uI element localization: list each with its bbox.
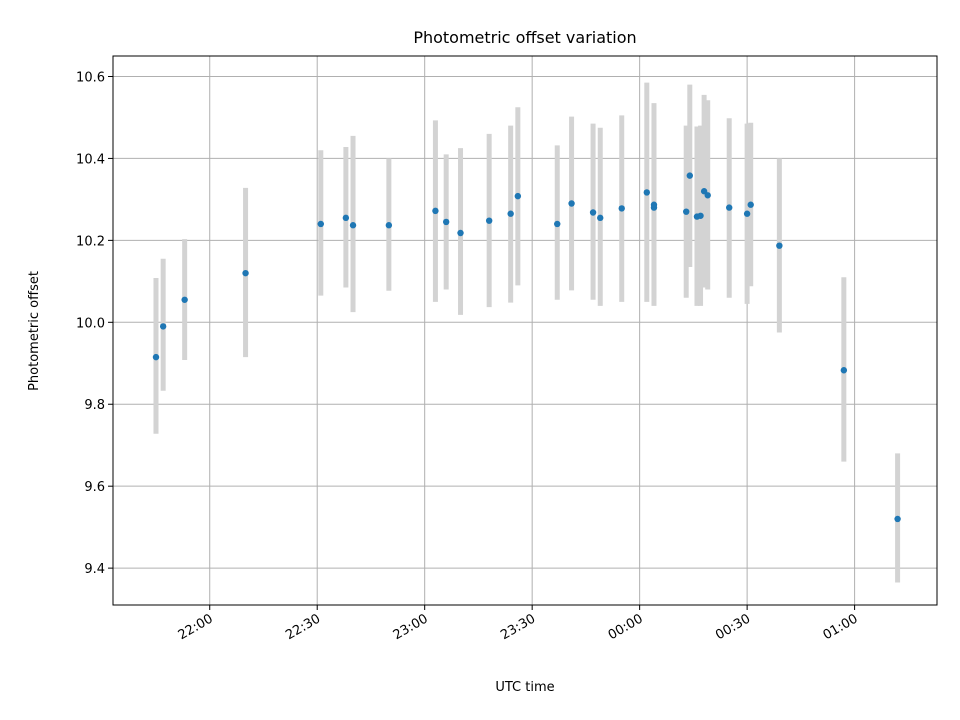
y-tick-label: 10.4 [76, 152, 105, 167]
data-point [181, 296, 188, 303]
y-axis-ticks: 9.4 9.6 9.8 10.0 10.2 10.4 10.6 [76, 70, 113, 577]
data-point [342, 214, 350, 222]
plot-frame [112, 55, 938, 606]
data-point [840, 367, 848, 374]
y-tick-label: 10.2 [76, 234, 105, 249]
data-point [385, 222, 393, 229]
data-point [159, 323, 167, 330]
data-point [152, 353, 160, 361]
y-tick-label: 9.6 [84, 480, 105, 495]
y-tick-label: 10.0 [76, 316, 105, 331]
data-points [152, 172, 901, 523]
data-point [514, 192, 522, 200]
data-point [242, 269, 249, 277]
data-point [597, 214, 604, 222]
y-tick-label: 9.4 [84, 562, 105, 577]
data-point [686, 172, 693, 179]
data-point [747, 201, 754, 208]
data-point [442, 218, 450, 226]
data-point [568, 200, 575, 207]
data-point [317, 220, 324, 228]
data-point [776, 242, 783, 249]
data-point [485, 217, 493, 224]
x-axis-label: UTC time [495, 680, 554, 695]
chart-title: Photometric offset variation [413, 28, 636, 47]
data-point [349, 222, 357, 229]
data-point [554, 220, 561, 228]
data-point [743, 210, 751, 217]
data-point [457, 229, 464, 237]
data-point [589, 209, 597, 216]
data-point [650, 201, 658, 208]
data-point [643, 189, 651, 196]
y-tick-label: 10.6 [76, 70, 105, 85]
data-point [894, 515, 901, 523]
y-tick-label: 9.8 [84, 398, 105, 413]
data-point [507, 210, 514, 217]
data-point [697, 212, 704, 219]
data-point [704, 192, 711, 199]
data-point [726, 204, 733, 211]
data-point [683, 208, 690, 215]
data-point [432, 207, 439, 215]
data-point [618, 205, 625, 212]
y-axis-label: Photometric offset [27, 271, 42, 391]
